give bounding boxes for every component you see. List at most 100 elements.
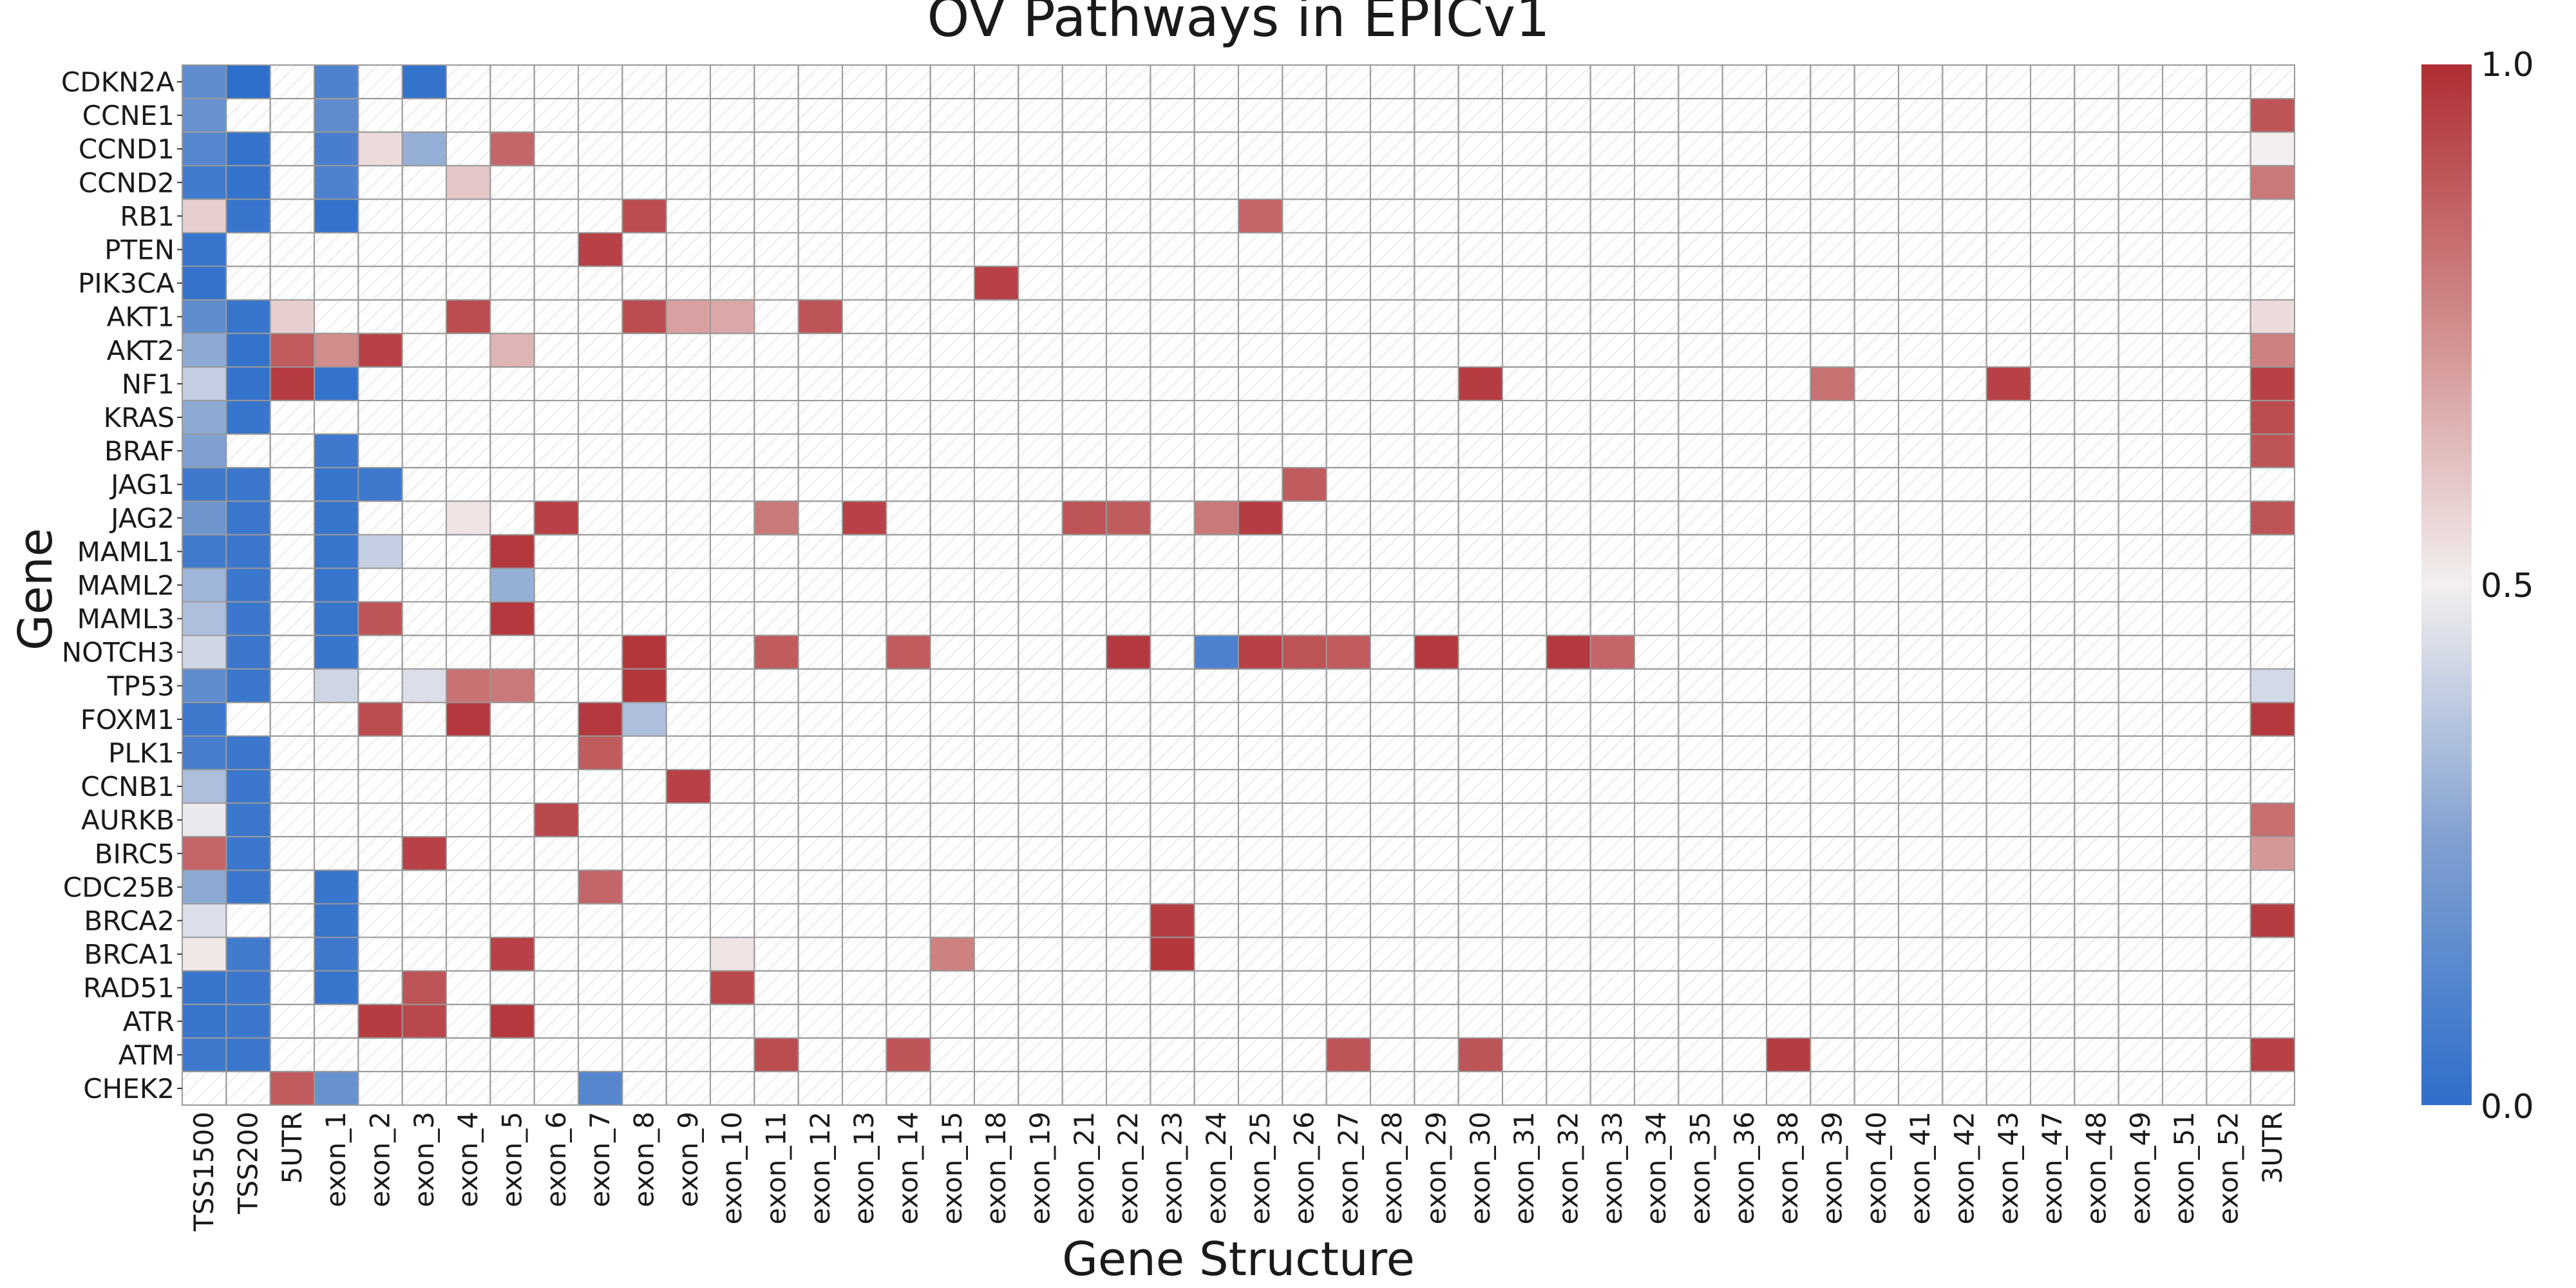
heatmap-cell-empty [1018, 366, 1063, 401]
heatmap-cell-empty [753, 567, 799, 603]
heatmap-cell-empty [753, 534, 799, 569]
column-label: exon_42 [1949, 1112, 1980, 1224]
heatmap-cell-empty [269, 534, 316, 569]
heatmap-cell-empty [314, 265, 359, 301]
heatmap-cell-empty [1193, 232, 1240, 267]
heatmap-cell-empty [1061, 467, 1108, 502]
heatmap-cell [225, 601, 271, 636]
heatmap-cell-empty [1193, 567, 1240, 603]
heatmap-cell-empty [1634, 198, 1680, 234]
heatmap-cell-empty [1634, 634, 1680, 670]
heatmap-cell-empty [1810, 802, 1855, 838]
heatmap-cell-empty [1766, 769, 1812, 804]
heatmap-cell-empty [1457, 802, 1503, 838]
heatmap-cell-empty [2206, 903, 2251, 938]
heatmap-cell-empty [2030, 232, 2076, 267]
heatmap-cell [269, 299, 316, 334]
heatmap-cell-empty [1370, 433, 1416, 469]
heatmap-cell-empty [1061, 903, 1108, 938]
heatmap-cell-empty [621, 903, 667, 938]
heatmap-cell-empty [929, 366, 976, 401]
heatmap-cell-empty [621, 970, 667, 1005]
heatmap-cell-empty [1414, 366, 1459, 401]
heatmap-cell-empty [2074, 1037, 2119, 1072]
heatmap-cell-empty [2074, 467, 2119, 502]
heatmap-cell-empty [1370, 534, 1416, 569]
heatmap-cell-empty [1810, 567, 1855, 603]
heatmap-cell-empty [225, 1070, 271, 1106]
heatmap-cell-empty [269, 701, 316, 737]
heatmap-cell-empty [1898, 1037, 1944, 1072]
heatmap-cell-empty [1414, 1037, 1459, 1072]
heatmap-cell-empty [710, 802, 755, 838]
heatmap-cell-empty [1193, 299, 1240, 334]
heatmap-cell-empty [1810, 433, 1855, 469]
heatmap-cell-empty [1457, 668, 1503, 703]
heatmap-cell-empty [929, 1037, 976, 1072]
heatmap-cell-empty [1898, 634, 1944, 670]
heatmap-cell-empty [1678, 903, 1723, 938]
heatmap-cell-empty [1942, 936, 1987, 972]
heatmap-cell-empty [1414, 1003, 1459, 1039]
heatmap-cell-empty [2206, 299, 2251, 334]
heatmap-cell-empty [1810, 634, 1855, 670]
heatmap-cell-empty [1414, 701, 1459, 737]
heatmap-cell-empty [1193, 1070, 1240, 1106]
heatmap-cell-empty [314, 232, 359, 267]
heatmap-cell-empty [2249, 735, 2295, 771]
heatmap-cell-empty [1325, 936, 1371, 972]
heatmap-cell-empty [1678, 1037, 1723, 1072]
heatmap-cell-empty [1018, 836, 1063, 871]
heatmap-cell-empty [401, 500, 447, 536]
heatmap-cell-empty [357, 802, 403, 838]
column-label: exon_21 [1068, 1112, 1100, 1224]
heatmap-cell-empty [314, 1037, 359, 1072]
heatmap-cell-empty [1721, 903, 1767, 938]
column-label: exon_11 [761, 1112, 792, 1224]
heatmap-cell-empty [1457, 534, 1503, 569]
column-label: exon_18 [980, 1112, 1012, 1224]
x-axis-label: Gene Structure [1062, 1232, 1415, 1286]
heatmap-cell-empty [1546, 701, 1591, 737]
heatmap-cell [489, 936, 535, 972]
heatmap-cell-empty [1457, 634, 1503, 670]
heatmap-cell-empty [1942, 869, 1987, 905]
heatmap-cell-empty [1325, 433, 1371, 469]
heatmap-cell [182, 634, 227, 670]
heatmap-cell [1766, 1037, 1812, 1072]
heatmap-cell-empty [1678, 433, 1723, 469]
heatmap-cell-empty [1061, 769, 1108, 804]
heatmap-cell-empty [842, 299, 887, 334]
heatmap-cell-empty [2206, 802, 2251, 838]
heatmap-cell-empty [1589, 500, 1635, 536]
heatmap-cell-empty [2206, 265, 2251, 301]
heatmap-cell-empty [2030, 131, 2076, 167]
heatmap-cell-empty [1721, 970, 1767, 1005]
heatmap-cell-empty [665, 634, 712, 670]
heatmap-cell-empty [1898, 366, 1944, 401]
heatmap-cell-empty [1589, 232, 1635, 267]
heatmap-cell-empty [665, 601, 712, 636]
heatmap-cell-empty [1985, 634, 2031, 670]
heatmap-cell-empty [2117, 433, 2163, 469]
heatmap-cell-empty [1150, 1003, 1195, 1039]
heatmap-cell-empty [1942, 198, 1987, 234]
heatmap-cell [1193, 500, 1240, 536]
heatmap-cell [621, 668, 667, 703]
heatmap-cell-empty [1942, 232, 1987, 267]
heatmap-cell-empty [1589, 433, 1635, 469]
heatmap-cell-empty [1546, 467, 1591, 502]
heatmap-cell-empty [1766, 1070, 1812, 1106]
colorbar-tick-min: 0.0 [2481, 1088, 2534, 1126]
heatmap-cell-empty [1370, 98, 1416, 133]
heatmap-cell-empty [1370, 634, 1416, 670]
heatmap-cell-empty [1589, 970, 1635, 1005]
heatmap-cell [225, 769, 271, 804]
heatmap-cell-empty [1282, 433, 1327, 469]
heatmap-cell-empty [1414, 836, 1459, 871]
heatmap-cell-empty [797, 701, 844, 737]
heatmap-cell-empty [2206, 970, 2251, 1005]
heatmap-cell-empty [2030, 500, 2076, 536]
heatmap-cell-empty [2117, 1037, 2163, 1072]
heatmap-cell-empty [2074, 265, 2119, 301]
